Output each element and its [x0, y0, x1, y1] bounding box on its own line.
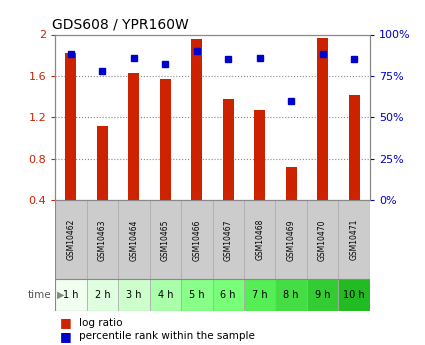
Text: 8 h: 8 h [283, 290, 299, 300]
Bar [286, 167, 297, 200]
Text: 4 h: 4 h [158, 290, 173, 300]
Text: 2 h: 2 h [95, 290, 110, 300]
Bar [118, 200, 150, 279]
Bar [150, 200, 181, 279]
Bar [128, 73, 139, 200]
Text: 6 h: 6 h [221, 290, 236, 300]
Text: GSM10463: GSM10463 [98, 219, 107, 260]
Bar [212, 279, 244, 311]
Text: GSM10464: GSM10464 [129, 219, 139, 260]
Bar [254, 110, 265, 200]
Bar [338, 279, 370, 311]
Text: GSM10470: GSM10470 [318, 219, 327, 260]
Bar [307, 279, 338, 311]
Text: ▶: ▶ [57, 290, 65, 300]
Bar [65, 53, 76, 200]
Bar [87, 279, 118, 311]
Text: ■: ■ [60, 330, 71, 343]
Bar [97, 126, 108, 200]
Bar [275, 200, 307, 279]
Bar [87, 200, 118, 279]
Text: GSM10462: GSM10462 [66, 219, 76, 260]
Bar [181, 279, 212, 311]
Bar [317, 38, 328, 200]
Bar [348, 95, 360, 200]
Text: GSM10469: GSM10469 [286, 219, 296, 260]
Bar [191, 39, 202, 200]
Bar [275, 279, 307, 311]
Bar [338, 200, 370, 279]
Bar [55, 200, 87, 279]
Text: 9 h: 9 h [315, 290, 330, 300]
Text: GSM10467: GSM10467 [224, 219, 233, 260]
Text: GSM10465: GSM10465 [161, 219, 170, 260]
Bar [307, 200, 338, 279]
Bar [223, 99, 234, 200]
Bar [244, 200, 275, 279]
Bar [212, 200, 244, 279]
Bar [118, 279, 150, 311]
Text: GSM10471: GSM10471 [349, 219, 359, 260]
Text: 1 h: 1 h [63, 290, 79, 300]
Text: time: time [27, 290, 51, 300]
Text: GSM10468: GSM10468 [255, 219, 264, 260]
Bar [55, 279, 87, 311]
Text: 10 h: 10 h [343, 290, 365, 300]
Text: GSM10466: GSM10466 [192, 219, 201, 260]
Bar [181, 200, 212, 279]
Text: ■: ■ [60, 316, 71, 329]
Text: log ratio: log ratio [79, 318, 122, 327]
Bar [244, 279, 275, 311]
Text: 5 h: 5 h [189, 290, 204, 300]
Text: 3 h: 3 h [126, 290, 142, 300]
Text: GDS608 / YPR160W: GDS608 / YPR160W [52, 18, 189, 32]
Bar [150, 279, 181, 311]
Text: 7 h: 7 h [252, 290, 267, 300]
Text: percentile rank within the sample: percentile rank within the sample [79, 332, 255, 341]
Bar [160, 79, 171, 200]
